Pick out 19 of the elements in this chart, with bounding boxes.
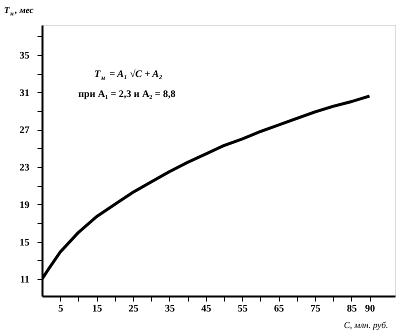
- x-tick-label: 90: [365, 304, 376, 314]
- y-tick-label: 19: [20, 200, 30, 211]
- y-tick-label: 23: [20, 162, 30, 174]
- y-tick-label: 35: [20, 50, 30, 62]
- x-tick-label: 35: [164, 304, 175, 314]
- x-tick-label: 55: [238, 304, 248, 314]
- y-tick-label: 27: [20, 125, 30, 136]
- x-tick-label: 75: [310, 304, 320, 314]
- y-tick-label: 15: [20, 237, 30, 248]
- x-tick-label: 25: [128, 304, 138, 314]
- x-tick-label: 85: [346, 304, 357, 314]
- annotation: при A₁ = 2,3 и A₂ = 8,8: [78, 89, 176, 100]
- x-tick-label: 5: [58, 304, 64, 314]
- x-tick-label: 15: [92, 304, 102, 314]
- x-axis-title: C, млн. руб.: [344, 320, 388, 330]
- y-tick-label: 31: [20, 88, 30, 99]
- x-tick-label: 65: [274, 304, 284, 314]
- x-tick-label: 45: [201, 304, 212, 314]
- y-tick-label: 11: [20, 274, 30, 286]
